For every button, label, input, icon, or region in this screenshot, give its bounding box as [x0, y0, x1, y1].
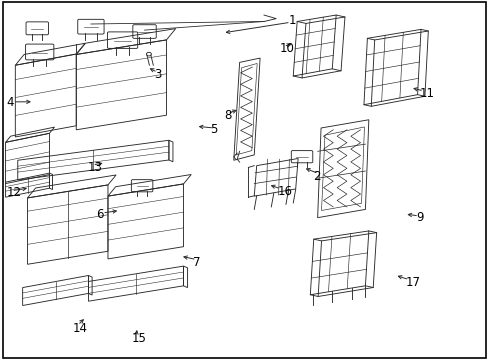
Text: 3: 3 [154, 68, 162, 81]
Text: 13: 13 [87, 161, 102, 174]
Text: 16: 16 [277, 185, 292, 198]
Text: 5: 5 [210, 123, 217, 136]
Text: 8: 8 [224, 109, 231, 122]
Text: 9: 9 [415, 211, 423, 224]
Text: 12: 12 [6, 186, 21, 199]
Text: 10: 10 [279, 41, 294, 54]
Text: 4: 4 [6, 96, 14, 109]
Text: 1: 1 [288, 14, 295, 27]
Text: 14: 14 [73, 322, 88, 335]
Text: 17: 17 [405, 276, 420, 289]
Text: 7: 7 [193, 256, 201, 269]
Text: 6: 6 [96, 208, 103, 221]
Text: 15: 15 [131, 332, 146, 345]
Text: 2: 2 [312, 170, 320, 183]
Text: 11: 11 [419, 87, 434, 100]
